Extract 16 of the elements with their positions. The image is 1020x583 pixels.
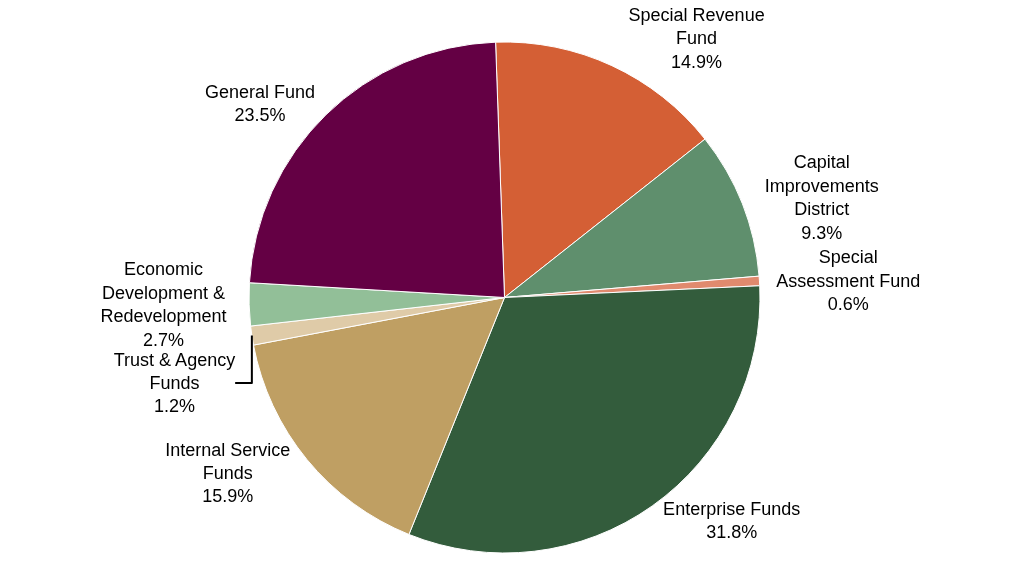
slice-label: General Fund <box>204 81 316 102</box>
slice-label: Capital Improvements District <box>764 152 879 220</box>
slice-label: Special Assessment Fund <box>776 247 921 291</box>
slice-label: Enterprise Funds <box>663 498 801 519</box>
data-label: 14.9% <box>671 51 723 72</box>
data-label: 1.2% <box>153 396 195 417</box>
data-label: 0.6% <box>827 294 869 315</box>
data-label: 23.5% <box>234 105 286 126</box>
data-label: 15.9% <box>202 486 254 507</box>
data-label: 2.7% <box>142 329 185 350</box>
slice-label: Trust & Agency Funds <box>113 349 236 393</box>
slice-label: Internal Service Funds <box>165 439 291 484</box>
slice-label: Special Revenue Fund <box>628 4 765 49</box>
slice-label: Economic Development & Redevelopment <box>100 259 227 327</box>
data-label: 31.8% <box>706 522 758 543</box>
data-label: 9.3% <box>801 222 843 243</box>
